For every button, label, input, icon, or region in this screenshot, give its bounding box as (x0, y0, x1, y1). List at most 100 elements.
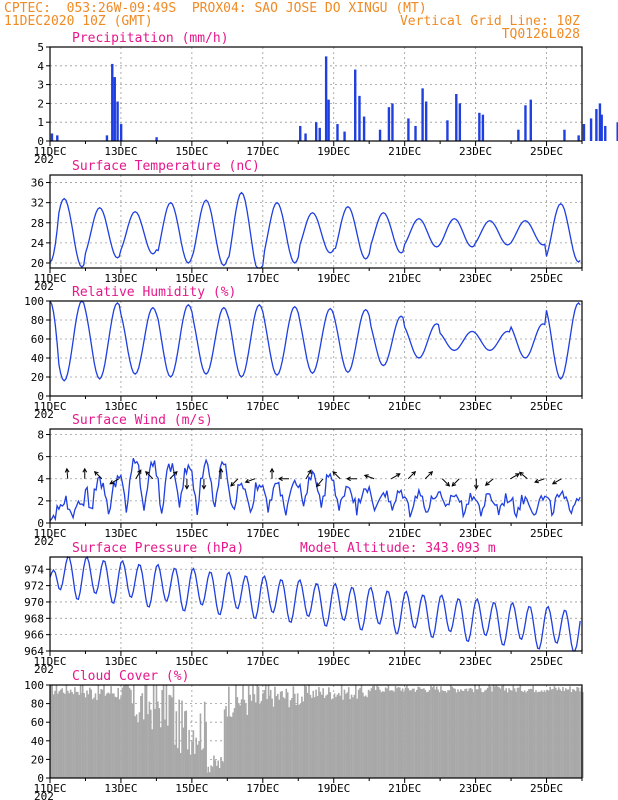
cloud-bar (127, 685, 129, 778)
wind-arrow (473, 478, 479, 490)
cloud-bar (299, 703, 302, 778)
cloud-bar (350, 694, 353, 778)
precip-bar (105, 135, 109, 141)
cloud-bar (86, 690, 88, 778)
cloud-bar (208, 772, 211, 778)
cloud-bar (115, 697, 118, 778)
cloud-bar (230, 716, 233, 778)
cloud-bar (461, 690, 464, 778)
precip-bar (577, 135, 580, 141)
precip-bar (424, 101, 428, 141)
cloud-bar (206, 772, 208, 778)
panel-title: Cloud Cover (%) (72, 669, 189, 684)
wind-arrow (346, 476, 358, 482)
cloud-bar (68, 693, 71, 778)
cloud-bar (492, 685, 495, 778)
cloud-bar (543, 690, 546, 778)
x-tick-label: 13DEC (104, 145, 137, 158)
precip-bar (598, 103, 602, 141)
wind-arrow (407, 470, 417, 480)
cloud-bar (233, 708, 236, 778)
cloud-bar (349, 699, 351, 778)
cloud-bar (308, 685, 310, 778)
precip-bar (458, 103, 462, 141)
cloud-bar (225, 706, 227, 778)
cloud-bar (518, 687, 520, 778)
precip-bar (421, 88, 424, 141)
wind-arrow-head (137, 469, 142, 475)
cloud-bar (84, 697, 87, 778)
cloud-bar (309, 694, 312, 778)
cloud-bar (323, 697, 326, 778)
cloud-bar (311, 697, 313, 778)
cloud-bar (384, 687, 387, 778)
y-tick-label: 4 (37, 473, 44, 486)
precip-bar (324, 56, 328, 141)
wind-arrow-head (269, 467, 275, 473)
cloud-bar (262, 693, 264, 778)
wind-arrow-shaft (66, 468, 69, 479)
cloud-bar (259, 703, 261, 778)
x-tick-label: 15DEC (175, 272, 208, 285)
panel-4: 0 2 4 6 8 11DEC 13DEC 15DEC 17DEC 19DEC 21DEC 23DEC… (33, 413, 583, 548)
y-tick-label: 20 (31, 371, 44, 384)
cloud-bar (390, 690, 393, 778)
wind-arrow-head (244, 478, 250, 484)
x-tick-label: 15DEC (175, 527, 208, 540)
cloud-bar (326, 694, 329, 778)
panel-2: 20 24 28 32 36 11DEC 13DEC 15DEC 17DEC 19DEC 21DEC… (31, 159, 583, 293)
wind-arrow-shaft (451, 478, 460, 487)
cloud-bar (101, 689, 104, 778)
cloud-bar (352, 697, 354, 778)
cloud-bar (435, 686, 438, 778)
cloud-bar (404, 687, 407, 778)
cloud-bar (236, 697, 239, 778)
x-tick-label: 23DEC (459, 782, 492, 795)
x-tick-label: 21DEC (388, 527, 421, 540)
cloud-bar (459, 689, 462, 778)
cloud-bar (199, 713, 202, 778)
cloud-bar (161, 690, 163, 778)
cloud-bar (416, 689, 418, 778)
cloud-bar (312, 690, 315, 778)
year-stub: 202 (34, 535, 54, 548)
cloud-bar (272, 706, 275, 778)
x-tick-label: 25DEC (530, 400, 563, 413)
cloud-bar (369, 691, 371, 778)
cloud-bar (245, 703, 247, 778)
wind-arrow-head (230, 481, 235, 487)
wind-arrow (82, 467, 88, 479)
y-tick-label: 964 (24, 645, 44, 658)
cloud-bar (113, 693, 115, 778)
wind-arrow-head (346, 476, 351, 482)
cloud-bar (447, 690, 449, 778)
cloud-bar (243, 699, 246, 778)
cloud-bar (266, 699, 268, 778)
cloud-bar (229, 716, 232, 778)
cloud-bar (343, 689, 346, 778)
cloud-bar (55, 685, 58, 778)
cloud-bar (179, 752, 182, 778)
cloud-bar (508, 688, 510, 778)
cloud-bar (289, 700, 292, 778)
cloud-bar (339, 695, 342, 778)
y-tick-label: 1 (37, 116, 44, 129)
cloud-bar (434, 689, 437, 778)
year-stub: 202 (34, 153, 54, 166)
x-tick-label: 13DEC (104, 655, 137, 668)
cloud-bar (474, 685, 476, 778)
wind-arrow (363, 474, 375, 480)
cloud-bar (386, 688, 388, 778)
cloud-bar (547, 690, 550, 778)
x-tick-label: 15DEC (175, 400, 208, 413)
panel-3: 0 20 40 60 80 100 11DEC 13DEC 15DEC 17DEC 19DEC 21D… (24, 285, 583, 421)
cloud-bar (471, 689, 473, 778)
cloud-bar (181, 700, 183, 778)
cloud-bar (424, 689, 427, 778)
cloud-bar (196, 744, 199, 778)
cloud-bar (211, 766, 214, 778)
wind-arrow (93, 470, 103, 480)
wind-arrow-shaft (135, 469, 142, 480)
wind-arrow-shaft (364, 474, 375, 480)
cloud-bar (226, 716, 229, 778)
